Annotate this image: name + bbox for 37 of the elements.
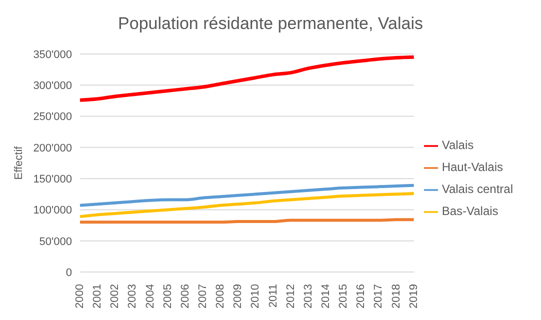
y-tick-label: 100'000 xyxy=(33,204,72,217)
x-tick-label: 2010 xyxy=(250,284,262,308)
y-tick-label: 300'000 xyxy=(33,80,72,92)
legend-label: Valais xyxy=(442,138,474,152)
y-axis-title: Effectif xyxy=(12,145,25,180)
chart-title: Population résidante permanente, Valais xyxy=(117,13,424,35)
y-tick-label: 50'000 xyxy=(39,236,72,248)
x-tick-label: 2011 xyxy=(267,284,280,308)
line-series xyxy=(78,192,416,218)
line-series xyxy=(78,184,416,207)
y-tick-label: 150'000 xyxy=(33,173,72,186)
line-series xyxy=(78,55,416,102)
x-tick-label: 2013 xyxy=(302,284,314,308)
x-tick-label: 2005 xyxy=(162,284,174,308)
x-tick-label: 2004 xyxy=(144,284,156,308)
x-tick-label: 2016 xyxy=(355,284,368,308)
x-tick-label: 2007 xyxy=(196,284,209,308)
x-tick-label: 2002 xyxy=(109,284,122,308)
x-tick-label: 2009 xyxy=(232,284,244,308)
x-tick-label: 2014 xyxy=(320,284,332,308)
x-tick-label: 2006 xyxy=(179,284,192,308)
y-tick-label: 350'000 xyxy=(33,48,72,61)
x-tick-label: 2019 xyxy=(408,284,420,308)
legend-label: Valais central xyxy=(442,182,513,196)
x-tick-label: 2017 xyxy=(372,284,385,308)
y-tick-label: 0 xyxy=(66,266,72,279)
legend-label: Bas-Valais xyxy=(442,204,498,218)
x-tick-label: 2018 xyxy=(390,284,402,308)
x-tick-label: 2001 xyxy=(92,284,104,308)
x-tick-label: 2015 xyxy=(338,284,350,308)
x-tick-label: 2003 xyxy=(126,284,139,308)
y-tick-label: 250'000 xyxy=(33,111,72,124)
x-tick-label: 2008 xyxy=(214,284,227,308)
x-tick-label: 2000 xyxy=(74,284,86,308)
y-tick-label: 200'000 xyxy=(33,142,72,154)
legend-label: Haut-Valais xyxy=(442,160,503,174)
x-tick-label: 2012 xyxy=(284,284,297,308)
